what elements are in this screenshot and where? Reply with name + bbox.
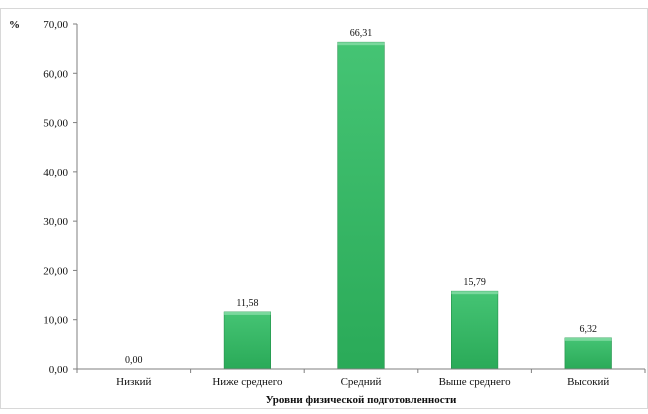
category-label: Средний — [341, 376, 382, 388]
y-tick-label: 10,00 — [43, 315, 68, 327]
category-label: Ниже среднего — [212, 376, 283, 388]
y-unit-label: % — [9, 19, 20, 31]
plot-frame — [1, 9, 648, 409]
y-tick-label: 0,00 — [49, 364, 69, 376]
x-axis-title: Уровни физической подготовленности — [266, 394, 457, 406]
data-label: 66,31 — [350, 28, 373, 39]
bars: 0,00 11,58 66,31 15,79 6,32 — [125, 28, 611, 369]
y-tick-label: 40,00 — [43, 167, 68, 179]
y-tick-label: 70,00 — [43, 19, 68, 31]
category-label: Высокий — [567, 376, 609, 388]
y-tick-label: 50,00 — [43, 118, 68, 130]
category-label: Низкий — [116, 376, 151, 388]
data-label: 15,79 — [463, 277, 486, 288]
data-label: 11,58 — [236, 298, 258, 309]
y-axis-ticks: 0,00 10,00 20,00 30,00 40,00 50,00 60,00 70,00 — [43, 19, 77, 376]
bar-highlight — [565, 338, 612, 341]
bar — [338, 42, 385, 369]
y-tick-label: 30,00 — [43, 216, 68, 228]
bar-highlight — [451, 291, 498, 294]
x-axis-labels: Низкий Ниже среднего Средний Выше среднего В… — [77, 369, 645, 388]
y-tick-label: 60,00 — [43, 68, 68, 80]
bar — [451, 291, 498, 369]
bar-highlight — [224, 312, 271, 315]
data-label: 0,00 — [125, 355, 143, 366]
y-tick-label: 20,00 — [43, 265, 68, 277]
bar — [224, 312, 271, 369]
data-label: 6,32 — [579, 324, 597, 335]
bar-highlight — [338, 42, 385, 45]
category-label: Выше среднего — [439, 376, 512, 388]
bar — [565, 338, 612, 369]
